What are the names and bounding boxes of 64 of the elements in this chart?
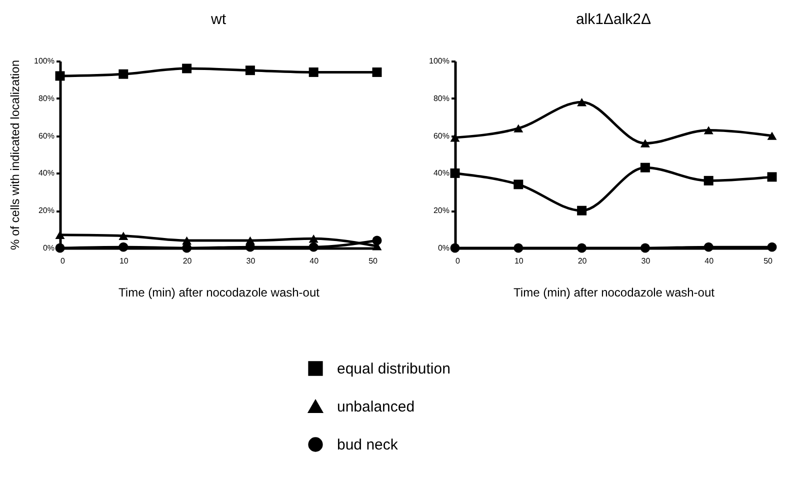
x-tick-label: 10 (514, 256, 524, 266)
point (514, 243, 524, 253)
y-tick-label: 0% (438, 244, 450, 252)
x-tick-label: 20 (578, 256, 588, 266)
point (118, 242, 128, 252)
x-tick-label: 40 (310, 256, 320, 266)
x-tick-label: 30 (246, 256, 256, 266)
x-tick-label: 50 (368, 256, 378, 266)
x-tick-label: 40 (704, 256, 714, 266)
point (640, 162, 650, 172)
y-tick-label: 40% (433, 168, 450, 178)
x-tick-label: 0 (60, 256, 66, 266)
point (514, 180, 524, 190)
y-tick-label: 0% (42, 244, 54, 252)
point (640, 243, 650, 253)
x-tick-label: 10 (119, 256, 129, 266)
point (767, 132, 777, 140)
point (704, 126, 714, 134)
y-axis-title: % of cells with indicated localization (8, 60, 22, 250)
chart-title: alk1Δalk2Δ (576, 11, 652, 28)
point (640, 139, 650, 148)
x-tick-label: 20 (182, 256, 192, 266)
y-tick-label: 40% (38, 168, 54, 178)
point (308, 242, 318, 252)
point (118, 232, 128, 240)
point (450, 134, 460, 142)
point (704, 242, 714, 252)
point (308, 234, 318, 243)
y-tick-label: 60% (38, 131, 54, 140)
point (182, 243, 192, 253)
y-tick-label: 80% (38, 94, 54, 103)
y-tick-label: 100% (34, 56, 54, 66)
point (767, 172, 777, 182)
point (372, 67, 382, 77)
legend-label: equal distribution (337, 360, 450, 378)
point (577, 243, 587, 253)
point (55, 230, 65, 240)
point (55, 71, 65, 81)
point (308, 67, 318, 77)
point (767, 242, 777, 252)
x-axis-title: Time (min) after nocodazole wash-out (514, 286, 716, 300)
y-tick-label: 80% (433, 94, 450, 103)
y-tick-label: 100% (429, 56, 450, 66)
point (450, 243, 460, 253)
point (514, 124, 524, 132)
legend-label: bud neck (337, 436, 398, 454)
point (577, 98, 587, 106)
point (704, 176, 714, 186)
point (55, 243, 65, 253)
point (182, 64, 192, 74)
point (245, 66, 255, 76)
x-tick-label: 0 (456, 256, 460, 266)
x-tick-label: 50 (764, 256, 774, 266)
y-tick-label: 20% (433, 206, 450, 216)
y-tick-label: 60% (433, 131, 450, 140)
point (118, 69, 128, 79)
point (577, 206, 587, 216)
x-axis-title: Time (min) after nocodazole wash-out (118, 286, 320, 300)
y-tick-label: 20% (38, 206, 54, 216)
point (372, 236, 382, 246)
chart-title: wt (210, 11, 227, 28)
point (450, 168, 460, 178)
legend-label: unbalanced (337, 398, 415, 416)
x-tick-label: 30 (641, 256, 651, 266)
